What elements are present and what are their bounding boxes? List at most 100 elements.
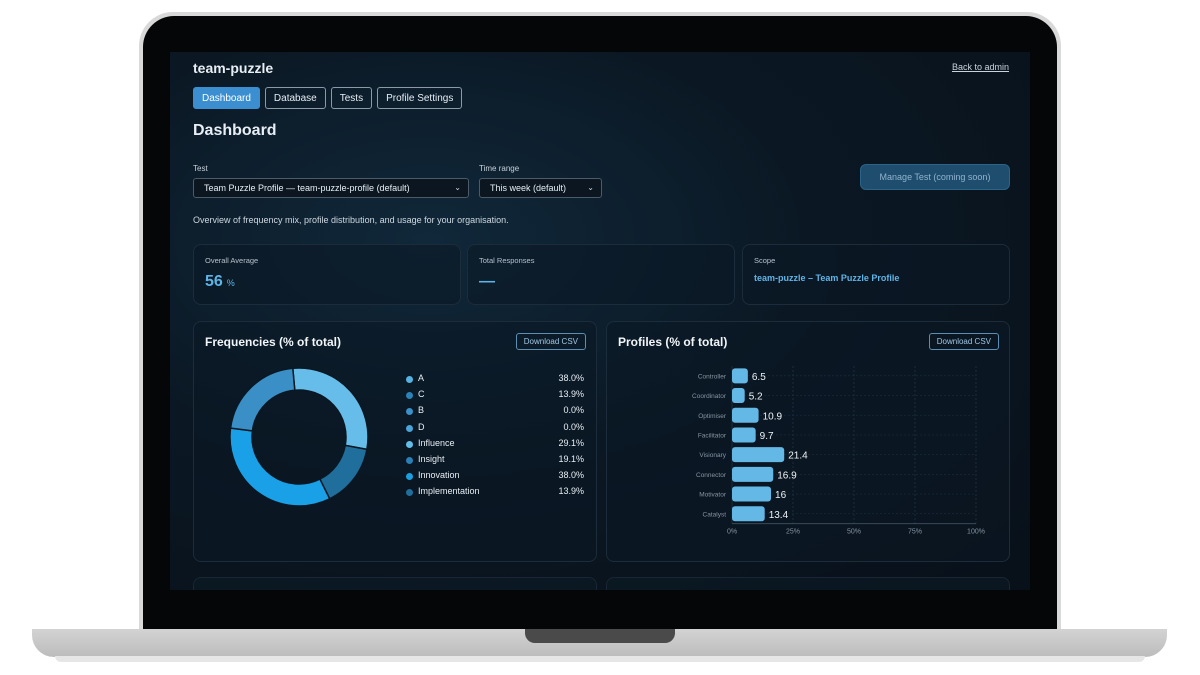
test-select[interactable]: Team Puzzle Profile — team-puzzle-profil… <box>193 178 469 198</box>
frequencies-donut-chart <box>229 367 369 507</box>
legend-item-implementation: Implementation 13.9% <box>404 485 586 501</box>
legend-swatch <box>406 440 413 448</box>
chart-card <box>193 577 597 590</box>
tab-profile-settings[interactable]: Profile Settings <box>377 87 463 109</box>
legend-label: Insight <box>418 453 445 464</box>
total-responses-card: Total Responses — <box>467 244 735 305</box>
legend-value: 13.9% <box>558 389 584 400</box>
scope-card: Scope team-puzzle – Team Puzzle Profile <box>742 244 1010 305</box>
legend-value: 0.0% <box>563 405 584 416</box>
bar-motivator <box>732 486 772 502</box>
frequencies-legend: A 38.0% C 13.9% B 0.0% D 0.0% Influence 29.1% Insi… <box>404 372 586 502</box>
bar-value-label: 13.4 <box>769 510 789 521</box>
y-tick-label: Catalyst <box>703 511 727 518</box>
legend-swatch <box>406 456 413 464</box>
tab-bar: Dashboard Database Tests Profile Setting… <box>193 87 463 109</box>
bar-visionary <box>732 447 785 463</box>
donut-segment-3 <box>229 427 331 507</box>
time-range-label: Time range <box>479 164 520 173</box>
legend-swatch <box>406 473 413 481</box>
legend-value: 0.0% <box>563 421 584 432</box>
y-tick-label: Optimiser <box>698 413 727 420</box>
test-select-value: Team Puzzle Profile — team-puzzle-profil… <box>204 183 410 193</box>
legend-label: A <box>418 373 425 383</box>
legend-label: Implementation <box>418 486 480 497</box>
percent-unit: % <box>226 278 235 288</box>
profiles-card: Profiles (% of total) Download CSV 0% 25%… <box>606 321 1010 562</box>
frequencies-title: Frequencies (% of total) <box>205 335 342 349</box>
y-tick-label: Connector <box>696 472 727 479</box>
tab-dashboard[interactable]: Dashboard <box>193 87 260 109</box>
overall-average-label: Overall Average <box>205 256 259 265</box>
donut-segment-4 <box>229 367 296 432</box>
bar-connector <box>732 466 774 482</box>
y-tick-label: Coordinator <box>692 393 727 400</box>
page-title: Dashboard <box>193 122 277 139</box>
profiles-title: Profiles (% of total) <box>618 335 728 349</box>
legend-swatch <box>406 489 413 497</box>
legend-label: D <box>418 421 425 432</box>
legend-label: Innovation <box>418 470 460 481</box>
bar-controller <box>732 368 748 384</box>
x-tick-label: 0% <box>727 529 737 536</box>
legend-label: Influence <box>418 437 455 448</box>
chevron-down-icon: ⌄ <box>587 183 594 192</box>
legend-value: 29.1% <box>558 437 584 448</box>
back-to-admin-link[interactable]: Back to admin <box>951 62 1009 72</box>
app-screen: team-puzzle Back to admin Dashboard Data… <box>170 52 1030 590</box>
legend-item-insight: Insight 19.1% <box>404 453 586 469</box>
org-name: team-puzzle <box>193 60 274 76</box>
legend-label: C <box>418 389 425 400</box>
time-range-value: This week (default) <box>490 183 567 193</box>
bar-optimiser <box>732 407 759 423</box>
legend-value: 19.1% <box>558 453 584 464</box>
frequencies-card: Frequencies (% of total) Download CSV A 3… <box>193 321 597 562</box>
legend-value: 13.9% <box>558 486 584 497</box>
x-tick-label: 50% <box>847 529 861 536</box>
profiles-bar-chart: 0% 25% 50% 75% 100% Controller 6.5 Coordinator 5… <box>692 366 985 536</box>
download-csv-button[interactable]: Download CSV <box>515 333 586 350</box>
overall-average-value: 56% <box>205 273 235 291</box>
chevron-down-icon: ⌄ <box>454 183 461 192</box>
overall-average-number: 56 <box>205 273 223 290</box>
laptop-foot <box>55 656 1145 662</box>
bar-value-label: 5.2 <box>749 392 763 403</box>
donut-segment-2 <box>318 444 368 500</box>
tab-database[interactable]: Database <box>264 87 326 109</box>
bar-value-label: 9.7 <box>760 431 774 442</box>
legend-item-a: A 38.0% <box>404 372 586 388</box>
y-tick-label: Motivator <box>699 492 727 499</box>
legend-label: B <box>418 405 425 416</box>
bar-value-label: 10.9 <box>763 411 783 422</box>
bar-value-label: 16 <box>775 490 787 501</box>
x-tick-label: 100% <box>967 529 985 536</box>
bar-value-label: 21.4 <box>788 451 808 462</box>
total-responses-label: Total Responses <box>479 256 535 265</box>
x-tick-label: 25% <box>786 529 800 536</box>
bar-value-label: 16.9 <box>777 470 797 481</box>
overview-text: Overview of frequency mix, profile distr… <box>193 215 509 225</box>
time-range-select[interactable]: This week (default) ⌄ <box>479 178 602 198</box>
overall-average-card: Overall Average 56% <box>193 244 461 305</box>
legend-item-d: D 0.0% <box>404 421 586 437</box>
y-tick-label: Controller <box>698 373 727 380</box>
download-csv-button[interactable]: Download CSV <box>928 333 999 350</box>
x-tick-label: 75% <box>908 529 922 536</box>
y-tick-label: Visionary <box>699 452 726 459</box>
chart-card <box>606 577 1010 590</box>
legend-swatch <box>406 376 413 383</box>
bar-catalyst <box>732 506 765 522</box>
bar-facilitator <box>732 427 756 443</box>
legend-value: 38.0% <box>558 470 584 481</box>
legend-item-influence: Influence 29.1% <box>404 437 586 453</box>
scope-label: Scope <box>754 256 776 265</box>
total-responses-value: — <box>479 273 495 290</box>
laptop-notch <box>525 629 675 643</box>
tab-tests[interactable]: Tests <box>330 87 373 109</box>
scope-value: team-puzzle – Team Puzzle Profile <box>754 273 900 283</box>
test-field-label: Test <box>193 164 208 173</box>
legend-item-c: C 13.9% <box>404 388 586 404</box>
legend-swatch <box>406 408 413 416</box>
manage-test-button[interactable]: Manage Test (coming soon) <box>860 164 1010 190</box>
donut-segment-1 <box>291 367 369 451</box>
